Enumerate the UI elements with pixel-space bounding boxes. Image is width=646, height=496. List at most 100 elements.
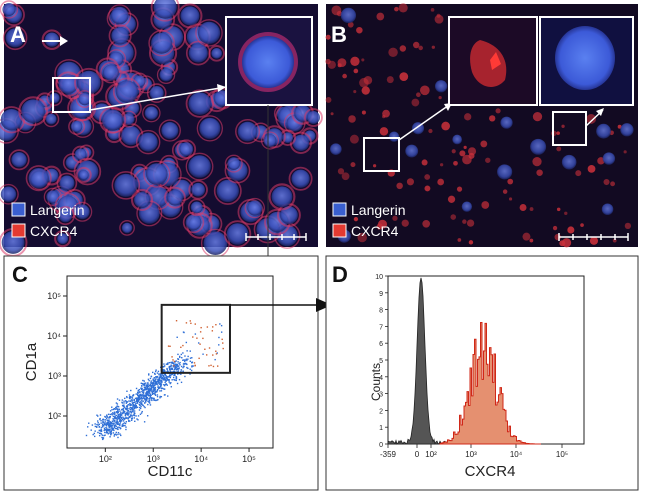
panel-c-dot	[108, 421, 110, 423]
panel-c-dot	[112, 422, 115, 425]
panel-c-dot	[116, 403, 119, 405]
panel-c-dot	[156, 388, 159, 391]
panel-c-dot	[158, 373, 160, 376]
panel-c-dot	[152, 383, 154, 385]
panel-a-nucleus	[149, 86, 164, 101]
panel-c-dot	[172, 365, 175, 368]
panel-c-dot	[205, 354, 208, 356]
panel-c-dot	[161, 387, 164, 389]
panel-c-dot	[215, 350, 217, 352]
panel-c-dot	[137, 394, 139, 396]
panel-c-dot	[130, 404, 133, 406]
panel-c-dot	[145, 387, 147, 389]
panel-c-dot	[140, 412, 143, 414]
panel-c-dot	[142, 383, 145, 385]
panel-c-dot	[175, 368, 177, 370]
panel-c-dot	[103, 422, 106, 424]
panel-c-dot	[98, 434, 101, 437]
panel-b-nucleus	[561, 154, 577, 170]
panel-c-dot	[112, 419, 115, 421]
panel-a-nucleus	[188, 43, 208, 63]
panel-c-dot	[124, 397, 126, 400]
panel-c-dot	[133, 406, 135, 408]
panel-c-dot	[139, 397, 142, 399]
panel-c-dot	[129, 410, 132, 413]
panel-a-membrane	[235, 118, 261, 145]
panel-c-dot	[153, 384, 155, 387]
panel-b-nucleus	[461, 201, 473, 212]
panel-c-dot	[116, 411, 119, 413]
panel-c-dot	[136, 402, 139, 404]
panel-b-cxcr4-speck	[580, 223, 584, 227]
legend-b-cxcr4-label: CXCR4	[351, 223, 399, 239]
panel-c-dot	[107, 424, 110, 427]
panel-b-cxcr4-speck	[399, 72, 409, 81]
panel-c-dot	[133, 398, 135, 401]
panel-c-dot	[154, 386, 157, 389]
panel-a-nucleus	[5, 28, 25, 48]
panel-c-dot	[103, 434, 105, 437]
panel-b-cxcr4-speck	[610, 181, 616, 187]
panel-c-dot	[94, 425, 97, 428]
panel-b-cxcr4-speck	[330, 112, 334, 116]
panel-a-membrane	[73, 157, 102, 186]
panel-c-dot	[173, 368, 176, 371]
panel-b-cxcr4-speck	[421, 159, 428, 166]
panel-a-membrane	[303, 108, 323, 127]
panel-c-dot	[164, 377, 166, 379]
panel-c-dot	[183, 359, 185, 361]
panel-c-dot	[154, 391, 156, 394]
panel-b-cxcr4-speck	[536, 169, 543, 176]
panel-c-dot	[115, 427, 118, 430]
panel-a-nucleus	[159, 68, 173, 82]
panel-c-dot	[150, 380, 152, 382]
panel-b-cxcr4-speck	[430, 8, 435, 12]
panel-c-dot	[169, 370, 171, 372]
panel-c-dot	[180, 381, 183, 384]
panel-c-dot	[152, 378, 154, 380]
panel-c-dot	[145, 385, 148, 387]
panel-a-membrane	[95, 57, 120, 82]
panel-c-dot	[153, 382, 155, 385]
panel-c-dot	[110, 434, 112, 436]
panel-c-dot	[104, 421, 106, 423]
panel-b-inset-1-signal	[490, 52, 501, 70]
panel-c-dot	[130, 415, 132, 417]
panel-c-dot	[193, 362, 196, 364]
panel-c-dot	[174, 366, 176, 368]
panel-c-dot	[183, 363, 186, 365]
panel-c-dot	[161, 379, 163, 381]
panel-c-dot	[175, 363, 178, 366]
panel-a-nucleus	[197, 21, 221, 45]
panel-c-dot	[163, 384, 165, 386]
panel-c-dot	[112, 413, 115, 415]
panel-a-nucleus	[179, 142, 194, 157]
panel-b-cxcr4-speck	[350, 162, 356, 168]
panel-c-dot	[182, 365, 185, 367]
panel-b-cxcr4-speck	[532, 111, 543, 122]
panel-c-dot	[144, 398, 146, 400]
panel-c-dot	[115, 416, 117, 419]
panel-c-dot	[189, 373, 191, 375]
panel-c-dot	[156, 395, 159, 398]
panel-c-dot	[204, 348, 206, 350]
panel-c-dot	[117, 433, 119, 436]
panel-c-dot	[162, 368, 164, 371]
panel-a-membrane	[223, 220, 252, 248]
panel-c-dot	[166, 368, 168, 371]
panel-c-dot	[154, 370, 157, 373]
panel-b-cxcr4-speck	[587, 164, 596, 173]
panel-b-cxcr4-speck	[453, 160, 458, 166]
panel-c-dot	[175, 367, 177, 369]
panel-c-dot	[159, 385, 162, 388]
panel-c-dot	[186, 350, 188, 352]
panel-c-dot	[156, 372, 159, 374]
panel-c-dot	[166, 379, 168, 381]
panel-a-membrane	[68, 118, 86, 136]
panel-a-nucleus	[57, 233, 69, 245]
panel-c-dot	[126, 396, 128, 399]
panel-c-dot	[182, 366, 184, 369]
panel-b-cxcr4-speck	[439, 163, 444, 167]
